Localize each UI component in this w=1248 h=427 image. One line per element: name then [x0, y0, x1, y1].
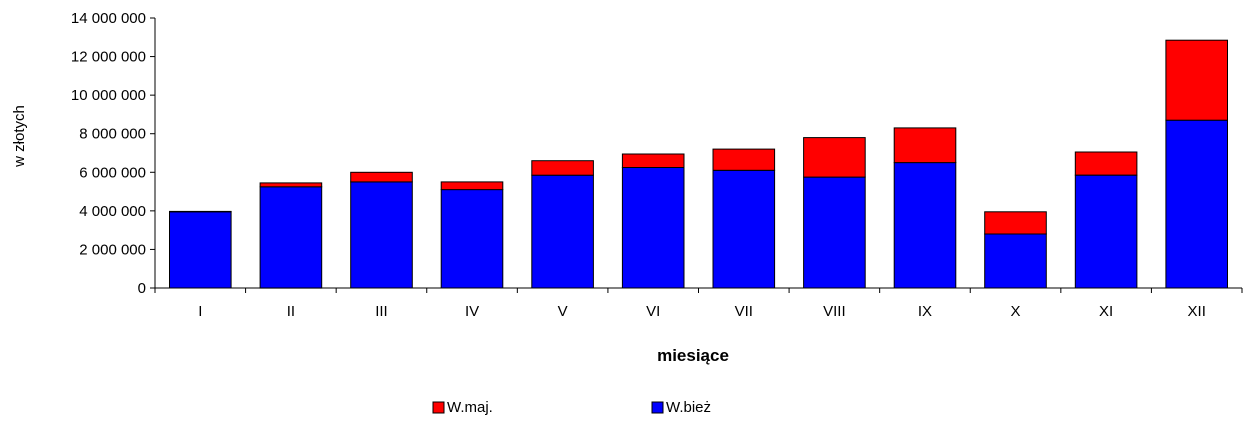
- x-tick-label: VII: [735, 303, 753, 320]
- x-tick-label: I: [198, 303, 202, 320]
- y-tick-label: 6 000 000: [79, 164, 146, 181]
- x-tick-label: III: [375, 303, 388, 320]
- bar-w-bie--i: [169, 211, 232, 289]
- x-axis-title: miesiące: [657, 346, 729, 365]
- x-tick-label: II: [287, 303, 295, 320]
- bar-w-bie--x: [984, 233, 1047, 289]
- y-tick-label: 8 000 000: [79, 126, 146, 143]
- x-tick-label: VIII: [823, 303, 846, 320]
- legend-swatch: [651, 401, 664, 414]
- x-tick-label: V: [558, 303, 568, 320]
- y-tick-label: 12 000 000: [71, 49, 146, 66]
- bar-w-bie--ix: [893, 162, 957, 289]
- legend-label: W.bież: [666, 399, 711, 416]
- y-tick-label: 10 000 000: [71, 87, 146, 104]
- y-tick-label: 14 000 000: [71, 10, 146, 27]
- x-tick-label: XI: [1099, 303, 1113, 320]
- bar-w-bie--iv: [440, 189, 504, 289]
- bar-w-bie--ii: [259, 186, 323, 289]
- y-axis-title: w złotych: [11, 105, 28, 168]
- bar-w-maj--ix: [893, 127, 957, 164]
- y-tick-label: 2 000 000: [79, 241, 146, 258]
- legend-label: W.maj.: [447, 399, 493, 416]
- bar-w-maj--viii: [803, 137, 866, 178]
- bar-w-maj--iv: [440, 181, 504, 191]
- y-tick-label: 0: [138, 280, 146, 297]
- bar-w-maj--xi: [1074, 151, 1138, 176]
- bar-w-maj--xii: [1165, 39, 1229, 121]
- x-tick-label: XII: [1188, 303, 1206, 320]
- bar-w-maj--ii: [259, 182, 323, 188]
- bar-w-maj--vii: [712, 148, 776, 171]
- bar-w-bie--xii: [1165, 119, 1229, 289]
- bar-w-maj--v: [531, 160, 594, 176]
- x-tick-label: VI: [646, 303, 660, 320]
- bar-w-maj--x: [984, 211, 1047, 235]
- y-tick-label: 4 000 000: [79, 203, 146, 220]
- legend-swatch: [432, 401, 445, 414]
- bar-w-bie--vi: [621, 167, 685, 289]
- bar-w-bie--iii: [350, 181, 413, 289]
- axes-layer: 0 2 000 000 4 000 000 6 000 000 8 000 000 10 …: [71, 10, 1243, 320]
- bar-w-bie--vii: [712, 169, 776, 289]
- x-tick-label: IV: [465, 303, 479, 320]
- x-tick-label: X: [1011, 303, 1021, 320]
- legend: W.maj. W.bież: [432, 399, 711, 416]
- bar-w-bie--v: [531, 174, 594, 289]
- bar-w-maj--vi: [621, 153, 685, 168]
- x-tick-label: IX: [918, 303, 932, 320]
- bar-w-bie--xi: [1074, 174, 1138, 289]
- bars-layer: [169, 39, 1229, 289]
- bar-w-bie--viii: [803, 176, 866, 289]
- bar-w-maj--iii: [350, 171, 413, 183]
